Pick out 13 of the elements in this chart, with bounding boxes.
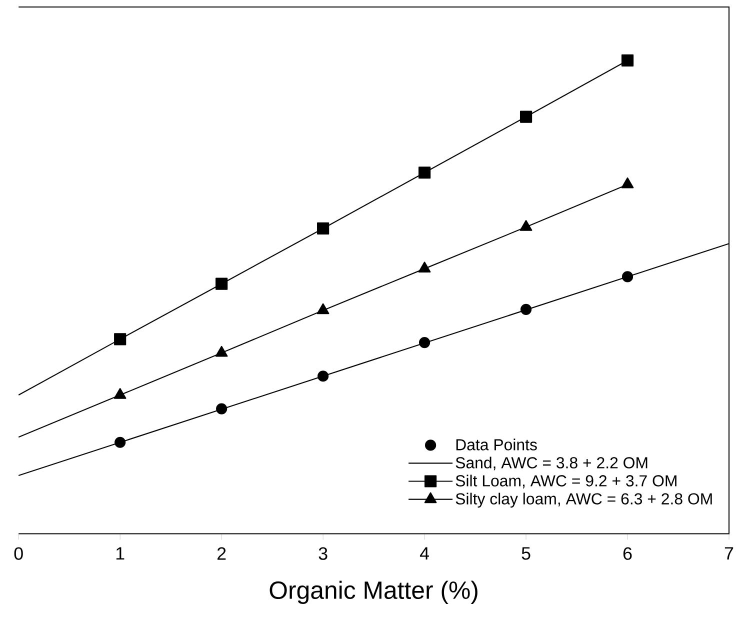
x-axis-title: Organic Matter (%) [270,580,478,604]
x-tick-label: 1 [116,547,124,560]
x-tick-label: 5 [522,547,530,560]
x-tick-label: 2 [217,547,226,560]
legend-label: Silt Loam, AWC = 9.2 + 3.7 OM [456,474,676,488]
legend-label: Sand, AWC = 3.8 + 2.2 OM [456,456,648,470]
x-tick-label: 0 [14,547,23,560]
legend-label: Data Points [456,438,537,450]
x-tick-label: 7 [724,547,734,560]
x-tick-label: 3 [318,547,328,560]
legend-label: Silty clay loam, AWC = 6.3 + 2.8 OM [456,492,712,508]
x-tick-label: 4 [420,547,430,560]
x-tick-label: 6 [623,547,632,560]
